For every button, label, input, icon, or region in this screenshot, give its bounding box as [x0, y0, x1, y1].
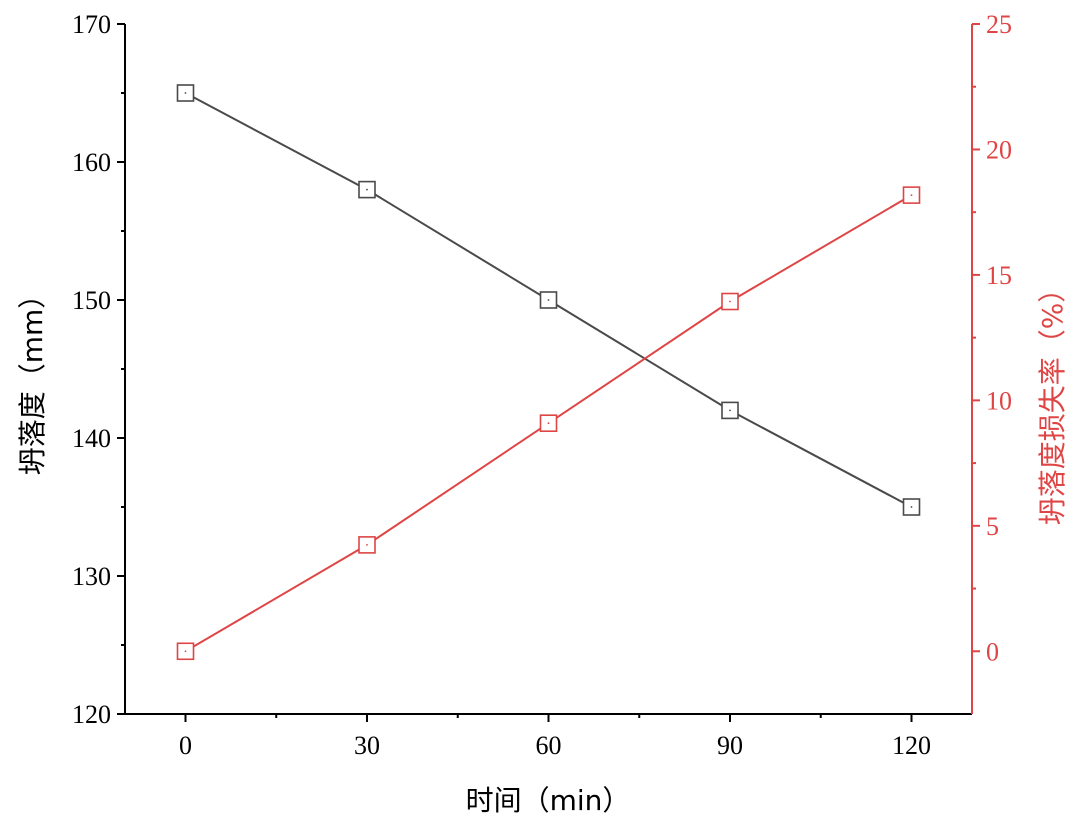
right-tick-label: 15: [986, 261, 1012, 290]
series-1-point-center: [910, 506, 913, 508]
left-tick-label: 150: [72, 286, 111, 315]
series-1-point-center: [184, 92, 187, 94]
series-layer: [176, 84, 921, 661]
left-y-axis-title: 坍落度（mm）: [16, 281, 49, 476]
series-1-point-center: [729, 409, 731, 412]
left-tick-label: 120: [72, 700, 111, 729]
right-y-axis-title: 坍落度损失率（%）: [1036, 275, 1069, 526]
left-tick-label: 140: [72, 424, 111, 453]
series-2-point-center: [729, 300, 731, 303]
right-tick-label: 0: [986, 637, 999, 666]
x-axis: 0 30 60 90 120: [179, 714, 931, 760]
series-2-point-center: [366, 543, 368, 546]
x-tick-label: 30: [354, 731, 380, 760]
right-tick-label: 10: [986, 386, 1012, 415]
right-tick-label: 5: [986, 512, 999, 541]
x-tick-label: 90: [717, 731, 743, 760]
series-2-point-center: [910, 194, 913, 197]
x-tick-label: 120: [892, 731, 931, 760]
x-tick-label: 0: [179, 731, 192, 760]
left-y-axis: 120 130 140 150 160 170: [72, 10, 125, 729]
series-2-point-center: [184, 650, 187, 653]
series-1-point-center: [547, 299, 550, 301]
left-tick-label: 160: [72, 148, 111, 177]
left-tick-label: 170: [72, 10, 111, 39]
series-2-point-center: [547, 422, 550, 425]
x-tick-label: 60: [536, 731, 562, 760]
left-tick-label: 130: [72, 562, 111, 591]
right-tick-label: 25: [986, 10, 1012, 39]
right-tick-label: 20: [986, 135, 1012, 164]
right-y-axis: 0 5 10 15 20 25: [972, 10, 1012, 666]
series-1-point-center: [366, 188, 368, 191]
x-axis-title: 时间（min）: [466, 784, 631, 817]
